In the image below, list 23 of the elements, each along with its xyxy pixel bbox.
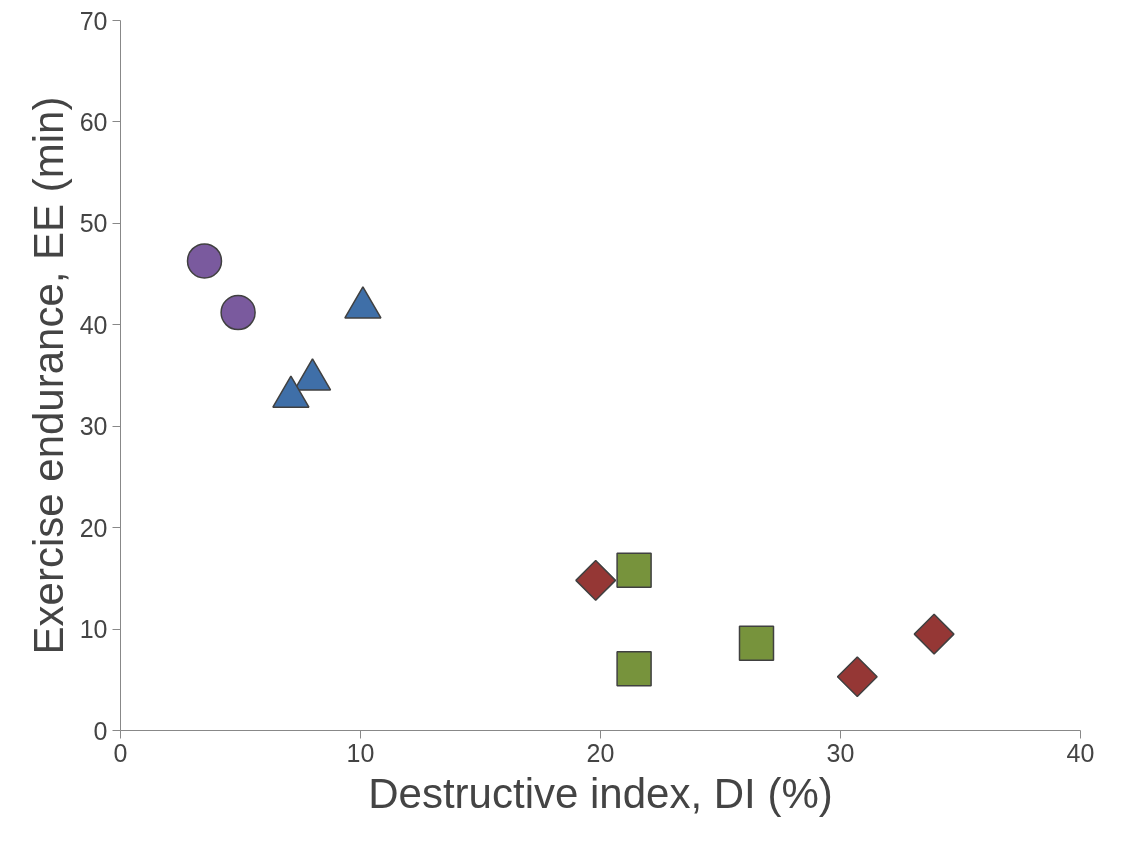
y-tick-label: 70	[79, 6, 108, 35]
point	[186, 243, 223, 279]
point	[616, 552, 652, 588]
y-tick-label: 0	[93, 716, 108, 745]
y-tick-label: 30	[79, 412, 108, 441]
y-tick-label: 20	[79, 513, 108, 542]
y-tick-label: 40	[79, 310, 108, 339]
x-axis-title: Destructive index, DI (%)	[368, 769, 833, 817]
x-tick-label: 20	[586, 738, 615, 767]
y-tick-label: 10	[79, 615, 108, 644]
y-tick-label: 50	[79, 209, 108, 238]
point	[616, 650, 652, 687]
y-tick-label: 60	[79, 107, 108, 136]
x-tick-label: 10	[346, 738, 375, 767]
point	[575, 559, 617, 601]
point	[836, 656, 878, 698]
y-axis-title: Exercise endurance, EE (min)	[24, 96, 72, 655]
point	[220, 294, 256, 331]
point	[738, 625, 775, 662]
point	[913, 613, 955, 655]
x-tick-label: 30	[826, 738, 855, 767]
x-tick-label: 40	[1066, 738, 1095, 767]
x-tick-label: 0	[113, 738, 128, 767]
